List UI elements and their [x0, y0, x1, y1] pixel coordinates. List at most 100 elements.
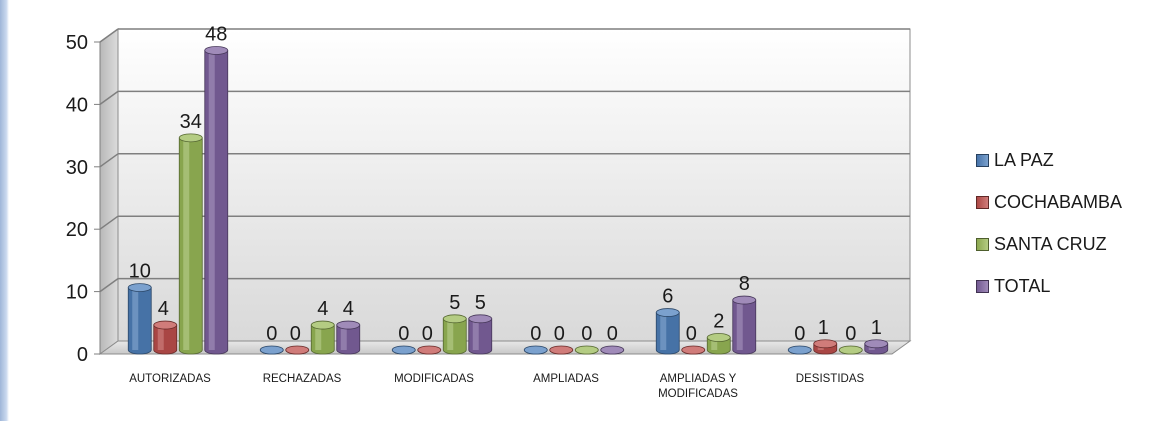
bar-highlight	[447, 320, 454, 350]
legend-item-cochabamba: COCHABAMBA	[976, 192, 1161, 212]
x-tick-label: DESISTIDAS	[796, 373, 865, 385]
bar-top	[178, 133, 203, 143]
data-label: 0	[422, 323, 433, 345]
bar-body	[204, 50, 229, 355]
data-label: 0	[290, 323, 301, 345]
legend-label-santa-cruz: SANTA CRUZ	[994, 233, 1107, 254]
bar-top	[549, 345, 574, 355]
bar-body	[127, 287, 152, 355]
data-label: 1	[871, 317, 882, 339]
bar-body	[178, 137, 203, 355]
bar-cochabamba-3	[549, 345, 574, 355]
bar-body	[442, 318, 467, 355]
data-label: 6	[662, 286, 673, 308]
x-tick-label: AMPLIADAS Y	[660, 373, 737, 385]
data-label: 0	[530, 323, 541, 345]
bar-top	[574, 345, 599, 355]
bar-santa-cruz-4	[706, 333, 731, 355]
bar-santa-cruz-3	[574, 345, 599, 355]
bar-highlight	[208, 52, 215, 350]
data-label: 0	[607, 323, 618, 345]
bar-top	[153, 320, 178, 330]
legend-item-la-paz: LA PAZ	[976, 150, 1161, 170]
bar-top	[310, 320, 335, 330]
legend-item-total: TOTAL	[976, 276, 1161, 296]
bar-santa-cruz-1	[310, 320, 335, 355]
bar-body	[468, 318, 493, 355]
x-tick-label: MODIFICADAS	[658, 388, 738, 400]
legend-swatch-santa-cruz	[976, 237, 989, 251]
bar-top	[259, 345, 284, 355]
data-label: 0	[266, 323, 277, 345]
chart-back-wall	[117, 28, 911, 342]
bar-highlight	[315, 327, 322, 350]
bar-body	[732, 299, 757, 355]
x-tick-label: AMPLIADAS	[533, 373, 599, 385]
bar-highlight	[660, 314, 667, 350]
bar-cochabamba-1	[285, 345, 310, 355]
bar-top	[787, 345, 812, 355]
bar-top	[655, 308, 680, 317]
bar-santa-cruz-2	[442, 314, 467, 355]
x-tick-label: AUTORIZADAS	[129, 373, 211, 385]
data-label: 4	[343, 298, 354, 320]
gridline-side	[99, 28, 119, 43]
data-label: 0	[398, 323, 409, 345]
bar-top	[285, 345, 310, 355]
bar-top	[732, 295, 757, 305]
bar-highlight	[472, 320, 479, 350]
bar-top	[391, 345, 416, 355]
bar-cochabamba-2	[417, 345, 442, 355]
bar-top	[336, 320, 361, 330]
y-tick-label: 0	[77, 344, 88, 366]
data-label: 4	[158, 298, 169, 320]
bar-cochabamba-0	[153, 320, 178, 355]
bar-la-paz-0	[127, 283, 152, 355]
data-label: 0	[794, 323, 805, 345]
bar-total-1	[336, 320, 361, 355]
y-tick-label: 10	[66, 282, 88, 304]
bar-top	[813, 339, 838, 349]
bar-highlight	[711, 339, 718, 350]
left-edge-strip	[0, 0, 9, 421]
data-label: 0	[686, 323, 697, 345]
chart-side-wall	[99, 28, 119, 355]
data-label: 2	[713, 311, 724, 333]
legend-label-total: TOTAL	[994, 275, 1051, 296]
data-label: 5	[449, 292, 460, 314]
y-tick-label: 50	[66, 32, 88, 54]
legend-swatch-la-paz	[976, 153, 989, 167]
y-tick-label: 30	[66, 157, 88, 179]
y-tick-label: 40	[66, 94, 88, 116]
bar-highlight	[868, 345, 875, 350]
bar-top	[706, 333, 731, 342]
data-label: 0	[581, 323, 592, 345]
bar-highlight	[157, 327, 164, 350]
data-label: 10	[129, 261, 151, 283]
bar-top	[864, 339, 889, 349]
gridline-side	[99, 90, 119, 106]
chart-legend: LA PAZ COCHABAMBA SANTA CRUZ TOTAL	[976, 150, 1161, 318]
bar-total-2	[468, 314, 493, 355]
bar-total-4	[732, 295, 757, 355]
bar-highlight	[736, 302, 743, 350]
bar-total-0	[204, 46, 229, 355]
data-label: 4	[317, 298, 328, 320]
bar-top	[523, 345, 548, 355]
legend-item-santa-cruz: SANTA CRUZ	[976, 234, 1161, 254]
legend-label-la-paz: LA PAZ	[994, 149, 1054, 170]
bar-total-3	[600, 345, 625, 355]
bar-cochabamba-5	[813, 339, 838, 355]
bar-highlight	[340, 327, 347, 350]
bar-cochabamba-4	[681, 345, 706, 355]
bar-top	[417, 345, 442, 355]
bar-la-paz-5	[787, 345, 812, 355]
bar-highlight	[817, 345, 824, 350]
bar-top	[681, 345, 706, 355]
x-tick-label: MODIFICADAS	[394, 373, 474, 385]
bar-highlight	[183, 139, 190, 350]
x-tick-label: RECHAZADAS	[263, 373, 342, 385]
bar-la-paz-2	[391, 345, 416, 355]
y-tick-label: 20	[66, 219, 88, 241]
bar-santa-cruz-0	[178, 133, 203, 355]
